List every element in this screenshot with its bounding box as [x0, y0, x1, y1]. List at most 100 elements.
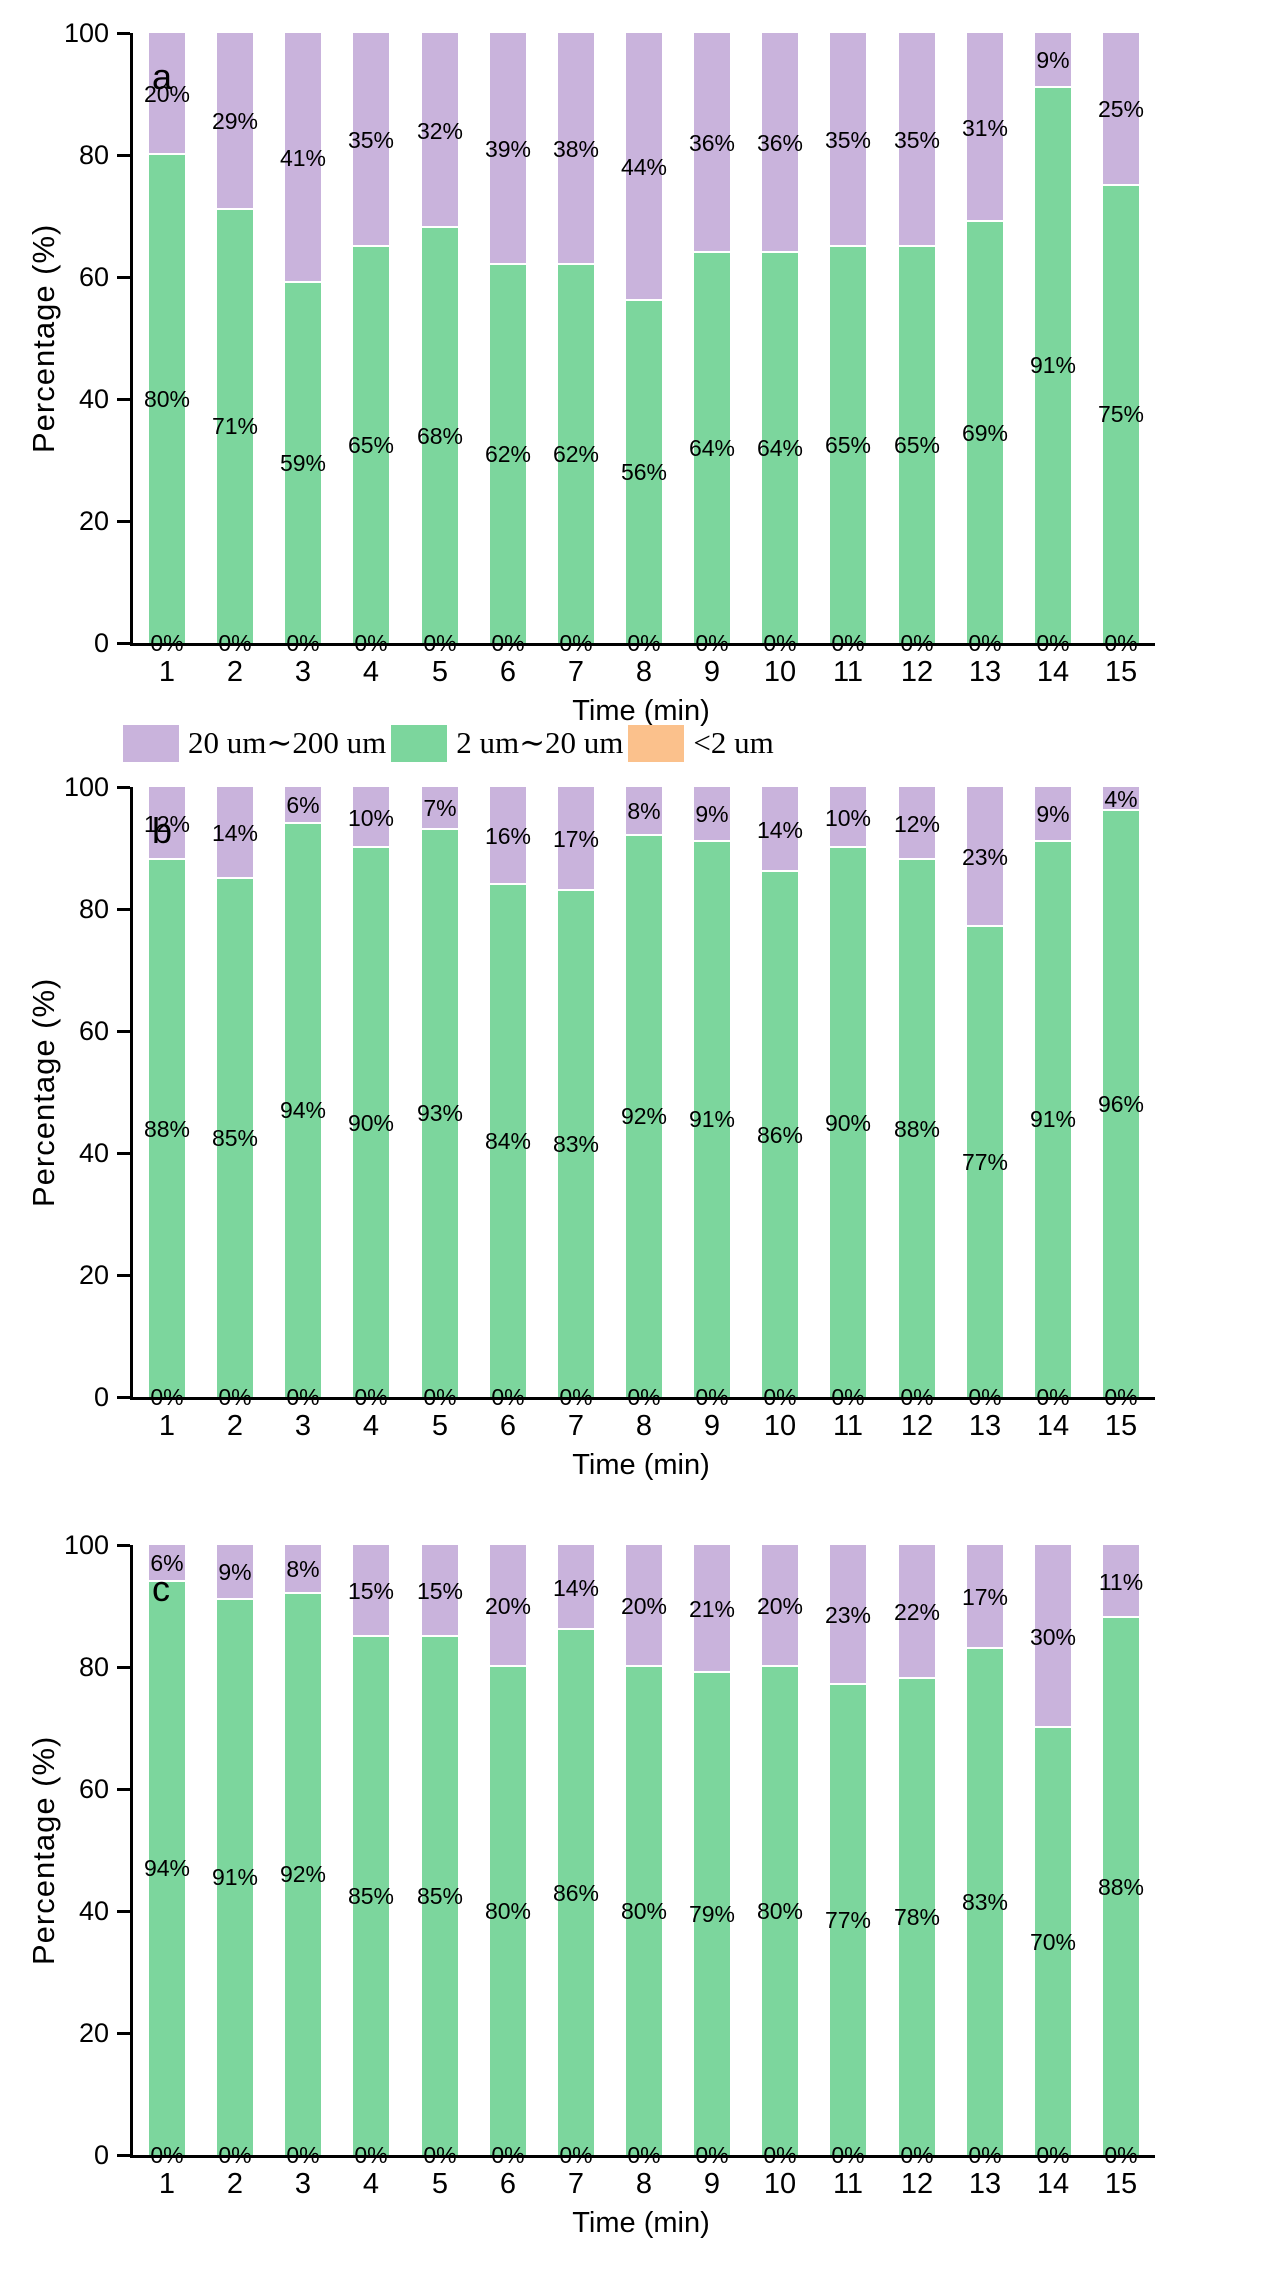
- bar-label-20-200um: 12%: [143, 811, 191, 837]
- x-tick-label: 3: [294, 2168, 312, 2200]
- bar-label-20-200um: 8%: [627, 798, 661, 824]
- x-tick-label: 5: [431, 2168, 449, 2200]
- bar-segment-20-200um: [285, 33, 321, 284]
- bar-label-lt-2um: 0%: [423, 2142, 457, 2168]
- bar-label-lt-2um: 0%: [1104, 1384, 1138, 1410]
- bar-segment-2-20um: [830, 1685, 866, 2155]
- bar-label-lt-2um: 0%: [491, 2142, 525, 2168]
- bar-label-20-200um: 9%: [218, 1559, 252, 1585]
- bar-segment-20-200um: [967, 787, 1003, 928]
- bar-label-lt-2um: 0%: [1036, 2142, 1070, 2168]
- y-axis-tick: [117, 1274, 130, 1277]
- bar-segment-20-200um: [353, 33, 389, 247]
- bar-label-lt-2um: 0%: [423, 630, 457, 656]
- y-tick-label: 80: [78, 1652, 109, 1682]
- y-axis-tick: [117, 1396, 130, 1399]
- bar-segment-2-20um: [285, 823, 321, 1397]
- y-axis-tick: [117, 2154, 130, 2157]
- bar-segment-20-200um: [1035, 787, 1071, 842]
- bar-segment-2-20um: [217, 878, 253, 1397]
- bar-segment-2-20um: [830, 246, 866, 643]
- x-tick-label: 14: [1036, 656, 1070, 688]
- y-axis-tick: [117, 1544, 130, 1547]
- bar-label-2-20um: 83%: [552, 1131, 600, 1157]
- bar-label-lt-2um: 0%: [900, 630, 934, 656]
- bar-label-lt-2um: 0%: [354, 630, 388, 656]
- bar-label-20-200um: 31%: [961, 115, 1009, 141]
- bar-label-2-20um: 85%: [347, 1883, 395, 1909]
- bar-segment-2-20um: [626, 1667, 662, 2155]
- bar-label-lt-2um: 0%: [286, 2142, 320, 2168]
- bar-label-2-20um: 65%: [824, 432, 872, 458]
- bar-label-20-200um: 11%: [1098, 1569, 1144, 1595]
- bar-segment-20-200um: [626, 787, 662, 836]
- bar-segment-20-200um: [694, 33, 730, 253]
- bar-label-20-200um: 20%: [756, 1593, 804, 1619]
- bar-label-2-20um: 91%: [211, 1864, 259, 1890]
- bar-segment-2-20um: [694, 252, 730, 643]
- y-axis-tick: [117, 1666, 130, 1669]
- bar-label-2-20um: 88%: [893, 1116, 941, 1142]
- y-tick-label: 60: [78, 1016, 109, 1046]
- bar-label-2-20um: 64%: [756, 435, 804, 461]
- bar-label-lt-2um: 0%: [150, 2142, 184, 2168]
- y-tick-label: 40: [78, 1138, 109, 1168]
- bar-label-2-20um: 94%: [143, 1855, 191, 1881]
- bar-label-2-20um: 80%: [143, 386, 191, 412]
- bar-label-lt-2um: 0%: [354, 1384, 388, 1410]
- bar-label-20-200um: 35%: [824, 127, 872, 153]
- bar-label-20-200um: 14%: [756, 817, 804, 843]
- bar-label-20-200um: 41%: [279, 145, 327, 171]
- bar-segment-2-20um: [353, 1636, 389, 2155]
- bar-label-lt-2um: 0%: [286, 630, 320, 656]
- bar-label-2-20um: 68%: [416, 423, 464, 449]
- bar-segment-20-200um: [1103, 1545, 1139, 1619]
- bar-segment-20-200um: [149, 787, 185, 861]
- y-tick-label: 100: [63, 18, 109, 48]
- x-tick-label: 12: [900, 2168, 934, 2200]
- x-tick-label: 7: [567, 656, 585, 688]
- bar-label-2-20um: 85%: [211, 1125, 259, 1151]
- y-axis-tick: [117, 908, 130, 911]
- bar-label-lt-2um: 0%: [1104, 630, 1138, 656]
- bar-label-20-200um: 39%: [484, 136, 532, 162]
- legend-swatch-range-2-20um: [391, 724, 448, 762]
- bar-label-lt-2um: 0%: [627, 2142, 661, 2168]
- y-axis-tick: [117, 1788, 130, 1791]
- bar-segment-2-20um: [490, 1667, 526, 2155]
- bar-segment-2-20um: [762, 252, 798, 643]
- bar-segment-2-20um: [422, 1636, 458, 2155]
- bar-label-20-200um: 20%: [484, 1593, 532, 1619]
- y-axis-tick: [117, 642, 130, 645]
- bar-segment-2-20um: [626, 835, 662, 1397]
- bar-label-20-200um: 12%: [893, 811, 941, 837]
- bar-segment-20-200um: [762, 1545, 798, 1667]
- bar-label-20-200um: 6%: [286, 792, 320, 818]
- x-tick-label: 5: [431, 656, 449, 688]
- panel-letter-c: c: [152, 1568, 170, 1609]
- x-axis-title: Time (min): [572, 1449, 710, 1481]
- bar-label-2-20um: 62%: [484, 441, 532, 467]
- bar-label-2-20um: 86%: [552, 1880, 600, 1906]
- bar-label-20-200um: 23%: [824, 1602, 872, 1628]
- y-axis-title: Percentage (%): [26, 223, 61, 453]
- plot-area-a: [130, 33, 1155, 646]
- bar-segment-20-200um: [558, 1545, 594, 1631]
- x-tick-label: 5: [431, 1410, 449, 1442]
- bar-segment-2-20um: [285, 1593, 321, 2155]
- bar-segment-20-200um: [967, 1545, 1003, 1649]
- legend-label-range-lt-2um: <2 um: [693, 725, 774, 760]
- bar-segment-2-20um: [353, 246, 389, 643]
- bar-label-20-200um: 9%: [695, 801, 729, 827]
- bar-label-20-200um: 8%: [286, 1556, 320, 1582]
- bar-label-20-200um: 6%: [150, 1550, 184, 1576]
- bar-label-2-20um: 85%: [416, 1883, 464, 1909]
- bar-segment-20-200um: [422, 1545, 458, 1637]
- bar-label-2-20um: 88%: [1097, 1874, 1145, 1900]
- bar-segment-20-200um: [1103, 787, 1139, 812]
- legend-swatch-range-lt-2um: [628, 724, 685, 762]
- bar-label-2-20um: 78%: [893, 1904, 941, 1930]
- bar-label-lt-2um: 0%: [218, 2142, 252, 2168]
- legend: 20 um∼200 um 2 um∼20 um <2 um: [123, 724, 779, 762]
- bar-label-2-20um: 84%: [484, 1128, 532, 1154]
